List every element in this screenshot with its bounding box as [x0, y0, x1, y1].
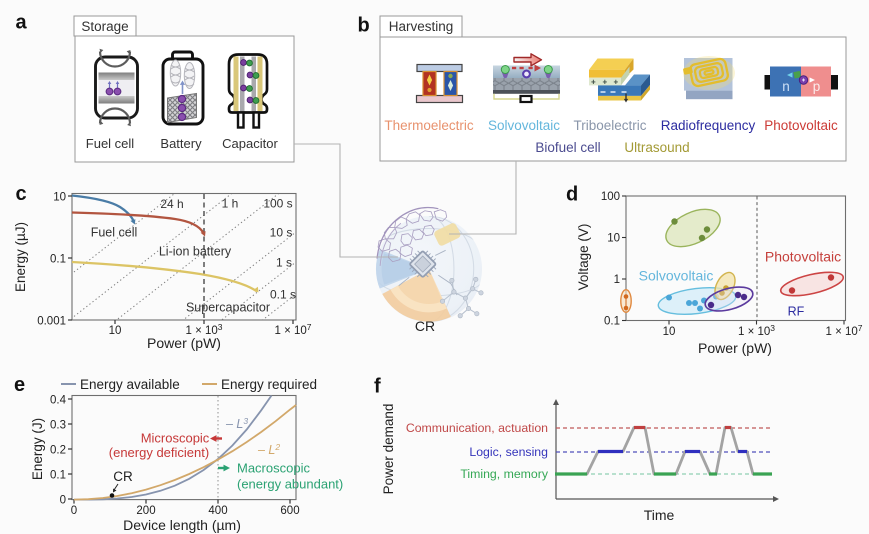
svg-text:– L3: – L3 [225, 416, 248, 431]
svg-text:Solvovoltaic: Solvovoltaic [639, 268, 714, 284]
svg-text:200: 200 [136, 505, 155, 517]
svg-text:+: + [591, 78, 596, 87]
svg-text:1 s: 1 s [276, 256, 292, 270]
svg-text:Power demand: Power demand [381, 404, 396, 495]
svg-text:0.1 s: 0.1 s [270, 288, 296, 302]
svg-text:Microscopic: Microscopic [141, 431, 210, 446]
svg-text:Battery: Battery [160, 136, 202, 151]
svg-text:RF: RF [788, 305, 805, 319]
svg-text:Energy (J): Energy (J) [30, 418, 45, 480]
svg-text:0.1: 0.1 [50, 254, 66, 266]
svg-text:Logic, sensing: Logic, sensing [469, 445, 548, 459]
svg-text:d: d [566, 184, 578, 206]
svg-text:CR: CR [113, 469, 133, 484]
svg-text:10: 10 [109, 325, 122, 337]
svg-text:e: e [14, 374, 25, 396]
svg-text:– L2: – L2 [257, 442, 280, 457]
svg-text:Radiofrequency: Radiofrequency [661, 118, 756, 133]
svg-text:600: 600 [280, 505, 299, 517]
svg-text:b: b [358, 15, 370, 37]
svg-text:Energy (µJ): Energy (µJ) [13, 222, 28, 292]
svg-text:Ultrasound: Ultrasound [624, 140, 689, 155]
svg-text:Fuel cell: Fuel cell [91, 226, 138, 240]
svg-text:Communication, actuation: Communication, actuation [406, 421, 548, 435]
svg-text:Biofuel cell: Biofuel cell [535, 140, 600, 155]
svg-text:0.2: 0.2 [50, 445, 66, 457]
svg-text:Timing, memory: Timing, memory [460, 467, 549, 481]
svg-text:Fuel cell: Fuel cell [86, 136, 135, 151]
svg-text:0.1: 0.1 [50, 470, 66, 482]
svg-text:1 × 107: 1 × 107 [274, 322, 311, 337]
svg-text:Photovoltaic: Photovoltaic [765, 249, 841, 265]
svg-text:0: 0 [71, 505, 77, 517]
svg-text:Device length (µm): Device length (µm) [123, 517, 241, 533]
svg-text:0: 0 [60, 495, 66, 507]
svg-text:(energy deficient): (energy deficient) [109, 445, 209, 460]
svg-text:Photovoltaic: Photovoltaic [764, 118, 838, 133]
svg-text:Macroscopic: Macroscopic [237, 461, 310, 476]
svg-text:Li-ion battery: Li-ion battery [159, 245, 232, 259]
svg-text:1 × 103: 1 × 103 [185, 322, 222, 337]
svg-text:Power (pW): Power (pW) [147, 335, 221, 351]
svg-text:f: f [374, 376, 381, 398]
svg-text:1 h: 1 h [222, 197, 239, 211]
svg-text:Solvovoltaic: Solvovoltaic [488, 118, 560, 133]
svg-text:Supercapacitor: Supercapacitor [186, 301, 270, 315]
svg-text:1 × 107: 1 × 107 [825, 323, 862, 338]
svg-text:100: 100 [601, 191, 620, 203]
svg-text:10: 10 [663, 326, 676, 338]
svg-text:p: p [813, 79, 821, 94]
svg-text:100 s: 100 s [263, 197, 292, 211]
svg-text:Voltage (V): Voltage (V) [576, 224, 591, 291]
svg-text:0.1: 0.1 [604, 316, 620, 328]
svg-text:(energy abundant): (energy abundant) [237, 477, 343, 492]
svg-text:Thermoelectric: Thermoelectric [384, 118, 474, 133]
svg-text:Energy available: Energy available [80, 377, 180, 392]
svg-text:n: n [782, 79, 790, 94]
svg-text:Triboelectric: Triboelectric [573, 118, 646, 133]
svg-text:400: 400 [208, 505, 227, 517]
svg-text:CR: CR [415, 318, 435, 334]
svg-text:Time: Time [644, 507, 675, 523]
svg-text:Power (pW): Power (pW) [698, 340, 772, 356]
svg-text:Energy required: Energy required [221, 377, 317, 392]
svg-text:+: + [614, 78, 619, 87]
svg-text:0.4: 0.4 [50, 395, 67, 407]
svg-text:+: + [603, 78, 608, 87]
svg-text:1 × 103: 1 × 103 [738, 323, 775, 338]
svg-text:a: a [16, 12, 28, 34]
svg-text:Storage: Storage [81, 19, 128, 34]
svg-text:10: 10 [53, 192, 66, 204]
svg-text:24 h: 24 h [160, 197, 183, 211]
svg-text:c: c [16, 183, 27, 205]
svg-text:0.001: 0.001 [37, 316, 66, 328]
svg-text:Harvesting: Harvesting [389, 19, 454, 34]
svg-text:Capacitor: Capacitor [222, 136, 278, 151]
svg-text:0.3: 0.3 [50, 420, 66, 432]
svg-text:10 s: 10 s [270, 226, 293, 240]
svg-text:10: 10 [607, 233, 620, 245]
svg-text:1: 1 [614, 274, 620, 286]
